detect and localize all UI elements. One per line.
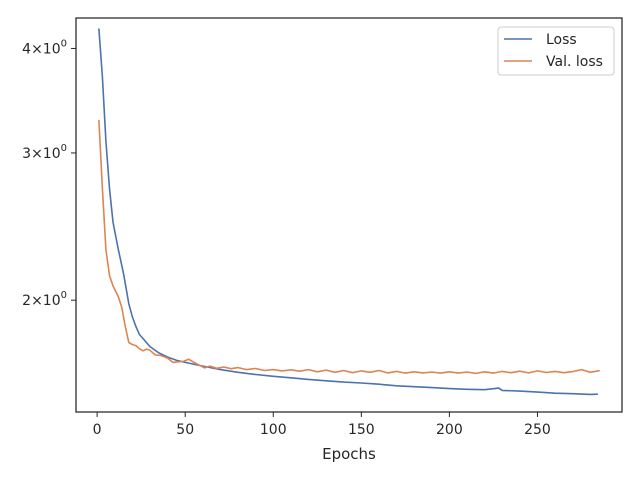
y-axis: 2×100 3×100 4×100: [22, 38, 76, 309]
y-tick-label: 2×100: [22, 290, 67, 309]
legend: Loss Val. loss: [497, 26, 615, 76]
x-tick-label: 150: [348, 422, 375, 438]
y-axis-label-fragment-mark: s: [0, 283, 4, 290]
y-tick-label: 4×100: [22, 38, 67, 57]
x-axis-label: Epochs: [322, 445, 376, 463]
series-line-0: [98, 28, 599, 396]
x-tick-label: 50: [176, 422, 194, 438]
x-tick-label: 200: [436, 422, 463, 438]
y-axis-label-fragment: ss: [0, 206, 4, 290]
plot-marks: [98, 28, 600, 396]
x-tick-label: 100: [260, 422, 287, 438]
legend-label-0: Loss: [546, 32, 577, 48]
plot-frame: [75, 17, 623, 413]
y-tick-label: 3×100: [22, 143, 67, 162]
series-line-1: [98, 119, 600, 375]
legend-label-1: Val. loss: [546, 54, 603, 70]
x-tick-label: 250: [524, 422, 551, 438]
x-axis: 0 50 100 150 200 250: [93, 412, 551, 438]
x-tick-label: 0: [93, 422, 102, 438]
y-axis-label-fragment-mark: s: [0, 206, 4, 213]
